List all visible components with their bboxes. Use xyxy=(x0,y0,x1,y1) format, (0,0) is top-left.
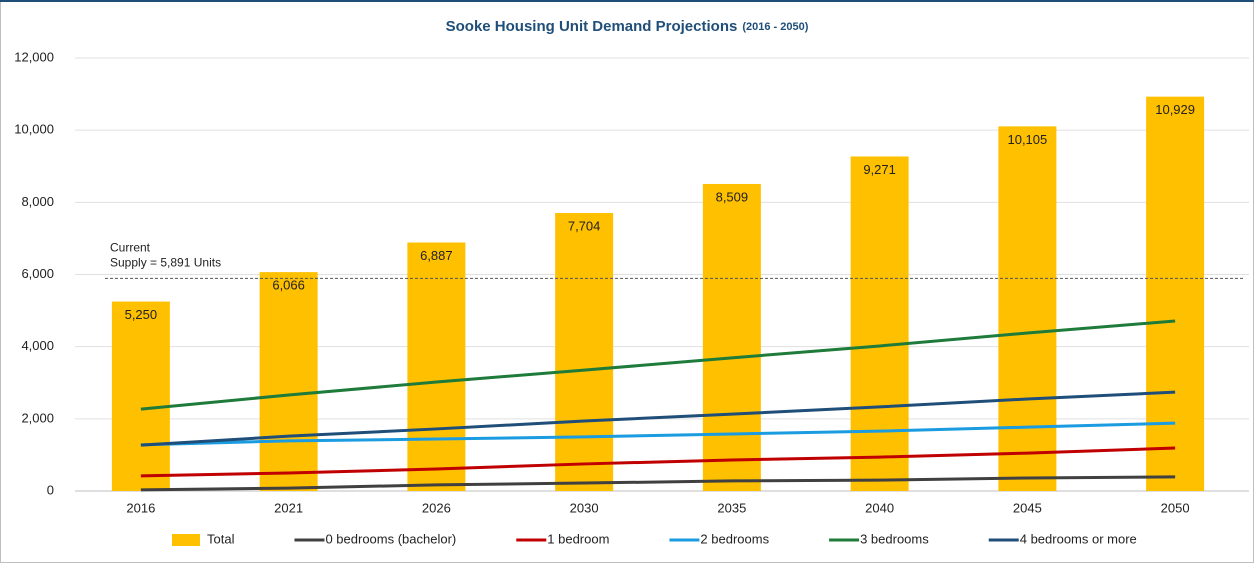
line-series xyxy=(140,421,1176,447)
bar-value-label: 5,250 xyxy=(125,307,158,322)
bar xyxy=(702,183,761,491)
bar-value-label: 6,887 xyxy=(420,248,453,263)
bar-value-label: 7,704 xyxy=(568,218,601,233)
annotation-text: Current xyxy=(110,241,151,255)
legend-label: 2 bedrooms xyxy=(700,531,769,546)
bar-value-label: 9,271 xyxy=(863,162,896,177)
y-tick-label: 10,000 xyxy=(14,122,54,137)
line-series xyxy=(140,390,1176,447)
legend-label: 3 bedrooms xyxy=(860,531,929,546)
bar xyxy=(998,126,1057,491)
bar-value-label: 10,929 xyxy=(1155,102,1195,117)
y-tick-label: 8,000 xyxy=(21,194,54,209)
bar-value-label: 8,509 xyxy=(716,189,749,204)
bar xyxy=(259,272,318,491)
x-tick-label: 2040 xyxy=(865,500,894,515)
legend-label: 1 bedroom xyxy=(547,531,609,546)
x-tick-label: 2045 xyxy=(1013,500,1042,515)
line-series xyxy=(140,319,1176,411)
annotation-text: Supply = 5,891 Units xyxy=(110,256,221,270)
chart-title-group: Sooke Housing Unit Demand Projections (20… xyxy=(446,18,809,35)
x-tick-label: 2050 xyxy=(1161,500,1190,515)
y-tick-label: 4,000 xyxy=(21,338,54,353)
bar xyxy=(407,242,466,491)
line-series xyxy=(140,446,1176,478)
bar xyxy=(850,156,909,491)
x-tick-label: 2021 xyxy=(274,500,303,515)
bar-value-label: 6,066 xyxy=(272,278,305,293)
bar xyxy=(555,213,614,491)
bar-value-label: 10,105 xyxy=(1007,132,1047,147)
bar xyxy=(111,301,170,491)
legend-swatch xyxy=(172,534,200,546)
y-tick-label: 2,000 xyxy=(21,410,54,425)
chart-subtitle: (2016 - 2050) xyxy=(742,21,808,33)
legend-label: Total xyxy=(207,531,235,546)
y-tick-label: 6,000 xyxy=(21,266,54,281)
x-tick-label: 2016 xyxy=(126,500,155,515)
line-series xyxy=(140,475,1176,492)
y-tick-label: 12,000 xyxy=(14,49,54,64)
x-tick-label: 2026 xyxy=(422,500,451,515)
bar xyxy=(1146,96,1205,491)
x-tick-label: 2030 xyxy=(570,500,599,515)
x-tick-label: 2035 xyxy=(717,500,746,515)
legend-label: 4 bedrooms or more xyxy=(1020,531,1137,546)
y-tick-label: 0 xyxy=(47,482,54,497)
chart-title: Sooke Housing Unit Demand Projections xyxy=(446,18,738,35)
legend-label: 0 bedrooms (bachelor) xyxy=(325,531,456,546)
